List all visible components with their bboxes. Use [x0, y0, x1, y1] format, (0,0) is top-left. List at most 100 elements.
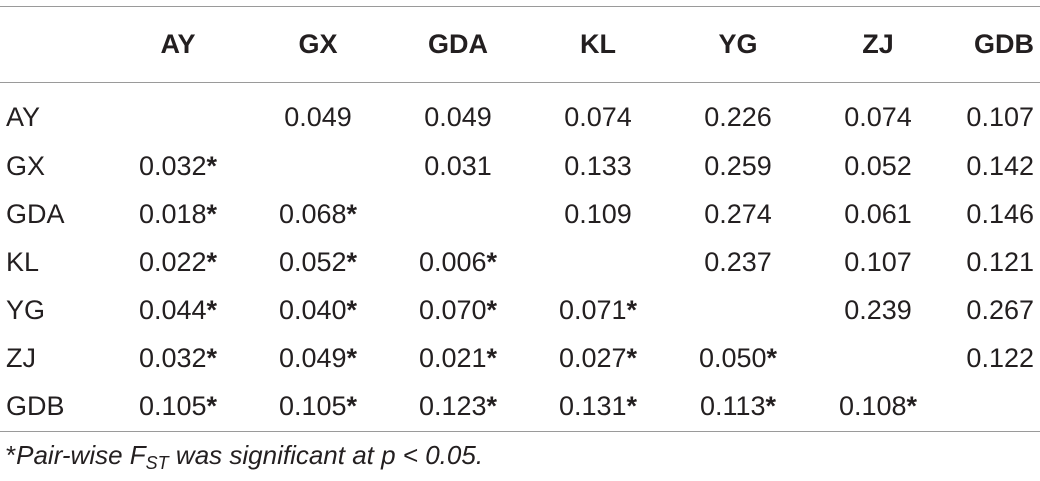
cell-value: 0.237 [704, 246, 772, 277]
table-cell: 0.049 [248, 82, 388, 142]
cell-value: 0.105 [138, 390, 207, 421]
table-cell: 0.052* [248, 238, 388, 286]
cell-value: 0.107 [844, 246, 912, 277]
cell-value: 0.070 [418, 294, 487, 325]
table-cell: 0.061 [808, 190, 948, 238]
table-row: GX 0.032* 0.031 0.133 0.259 0.052 0.142 [0, 142, 1040, 190]
cell-value: 0.071 [558, 294, 627, 325]
cell-value: 0.274 [704, 198, 772, 229]
table-cell: 0.006* [388, 238, 528, 286]
table-cell: 0.068* [248, 190, 388, 238]
cell-value: 0.049 [284, 101, 352, 132]
cell-value: 0.142 [966, 150, 1034, 181]
table-cell: 0.142 [948, 142, 1040, 190]
table-cell: 0.226 [668, 82, 808, 142]
table-cell: 0.237 [668, 238, 808, 286]
table-cell: 0.018* [108, 190, 248, 238]
table-cell: 0.133 [528, 142, 668, 190]
table-row: YG 0.044* 0.040* 0.070* 0.071* 0.239 0.267 [0, 286, 1040, 334]
cell-value: 0.226 [704, 101, 772, 132]
table-cell: 0.074 [808, 82, 948, 142]
cell-value: 0.259 [704, 150, 772, 181]
cell-value: 0.123 [418, 390, 487, 421]
table-cell: 0.113* [668, 382, 808, 430]
fst-table: AY GX GDA KL YG ZJ GDB AY 0.049 0.049 0.074 0.226 0… [0, 6, 1040, 430]
table-cell: 0.107 [948, 82, 1040, 142]
table-cell: 0.105* [108, 382, 248, 430]
cell-value: 0.032 [138, 150, 207, 181]
significance-marker: * [765, 390, 777, 421]
cell-value: 0.049 [424, 101, 492, 132]
table-cell: 0.032* [108, 142, 248, 190]
table-row: GDA 0.018* 0.068* 0.109 0.274 0.061 0.146 [0, 190, 1040, 238]
footnote-text-before: Pair-wise F [16, 440, 146, 470]
table-cell [108, 82, 248, 142]
table-header: AY GX GDA KL YG ZJ GDB [0, 6, 1040, 82]
row-label: AY [6, 101, 41, 132]
significance-marker: * [346, 246, 358, 277]
cell-value: 0.006 [418, 246, 487, 277]
column-header-ay: AY [160, 28, 196, 59]
table-cell: 0.070* [388, 286, 528, 334]
table-cell [388, 190, 528, 238]
table-cell: 0.049* [248, 334, 388, 382]
table-cell: 0.032* [108, 334, 248, 382]
cell-value: 0.121 [966, 246, 1034, 277]
table-cell: 0.022* [108, 238, 248, 286]
cell-value: 0.044 [138, 294, 207, 325]
cell-value: 0.133 [564, 150, 632, 181]
table-cell: 0.105* [248, 382, 388, 430]
table-cell: 0.040* [248, 286, 388, 334]
cell-value: 0.074 [564, 101, 632, 132]
table-cell: 0.071* [528, 286, 668, 334]
column-header-gx: GX [298, 28, 338, 59]
significance-marker: * [486, 246, 498, 277]
table-cell: 0.031 [388, 142, 528, 190]
significance-marker: * [906, 390, 918, 421]
cell-value: 0.032 [138, 342, 207, 373]
cell-value: 0.105 [278, 390, 347, 421]
cell-value: 0.068 [278, 198, 347, 229]
table-cell: 0.108* [808, 382, 948, 430]
cell-value: 0.108 [838, 390, 907, 421]
significance-marker: * [206, 390, 218, 421]
cell-value: 0.022 [138, 246, 207, 277]
header-cell-blank [0, 6, 108, 82]
column-header-zj: ZJ [862, 28, 894, 59]
table-cell: 0.123* [388, 382, 528, 430]
significance-marker: * [206, 246, 218, 277]
cell-value: 0.107 [966, 101, 1034, 132]
table-cell [948, 382, 1040, 430]
table-cell [808, 334, 948, 382]
cell-value: 0.031 [424, 150, 492, 181]
significance-marker: * [486, 342, 498, 373]
table-bottom-rule [0, 431, 1040, 432]
significance-marker: * [206, 198, 218, 229]
table-cell: 0.131* [528, 382, 668, 430]
table-cell: 0.259 [668, 142, 808, 190]
table-cell [248, 142, 388, 190]
footnote-star: * [6, 440, 17, 470]
cell-value: 0.146 [966, 198, 1034, 229]
table-cell: 0.074 [528, 82, 668, 142]
cell-value: 0.113 [699, 390, 766, 421]
row-label: GDA [6, 198, 65, 229]
cell-value: 0.109 [564, 198, 632, 229]
table-cell: 0.052 [808, 142, 948, 190]
table-body: AY 0.049 0.049 0.074 0.226 0.074 0.107 GX 0.032*… [0, 82, 1040, 430]
table-cell: 0.274 [668, 190, 808, 238]
table-cell: 0.050* [668, 334, 808, 382]
significance-marker: * [626, 342, 638, 373]
significance-marker: * [206, 342, 218, 373]
footnote-subscript: ST [145, 453, 169, 473]
table-cell: 0.146 [948, 190, 1040, 238]
significance-marker: * [486, 390, 498, 421]
table-cell: 0.121 [948, 238, 1040, 286]
table-cell [668, 286, 808, 334]
footnote-text-after: was significant at p < 0.05. [168, 440, 484, 470]
cell-value: 0.050 [698, 342, 767, 373]
cell-value: 0.267 [966, 294, 1034, 325]
cell-value: 0.061 [844, 198, 912, 229]
table-cell: 0.049 [388, 82, 528, 142]
cell-value: 0.239 [844, 294, 912, 325]
